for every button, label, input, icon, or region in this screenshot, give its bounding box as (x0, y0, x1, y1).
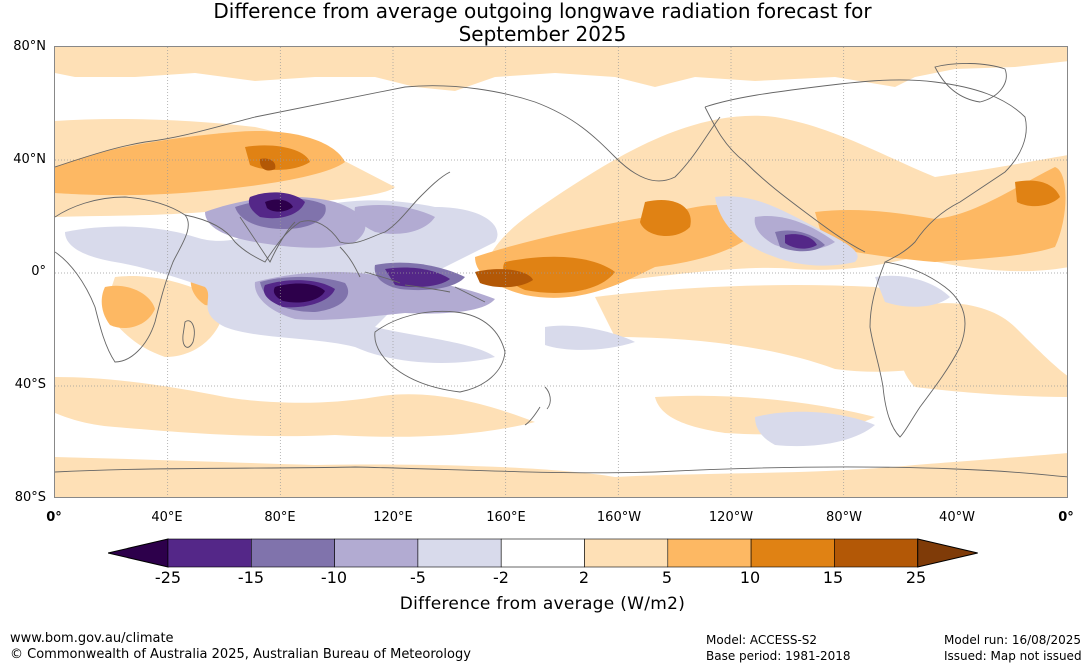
colorbar-extend-high (917, 538, 978, 568)
colorbar-tick: 25 (905, 568, 927, 587)
colorbar-tick: 15 (822, 568, 844, 587)
colorbar-tick: 10 (739, 568, 761, 587)
lat-label-80s: 80°S (14, 490, 46, 505)
colorbar-cell (417, 538, 502, 568)
footer-model-run: Model run: 16/08/2025 (944, 633, 1082, 647)
lat-label-40s: 40°S (14, 377, 46, 392)
lon-label-0-left: 0° (46, 510, 62, 525)
colorbar-extend-low (108, 538, 169, 568)
colorbar-cells (108, 538, 978, 568)
footer-issued: Issued: Map not issued (944, 649, 1082, 663)
colorbar-tick: 5 (661, 568, 673, 587)
lon-label-80e: 80°E (264, 510, 296, 525)
colorbar-tick: -15 (237, 568, 265, 587)
colorbar-cell (834, 538, 919, 568)
footer-model: Model: ACCESS-S2 (706, 633, 818, 647)
colorbar-tick: -5 (410, 568, 426, 587)
lon-label-0-right: 0° (1058, 510, 1074, 525)
colorbar-cell (584, 538, 669, 568)
coastlines (55, 63, 1067, 478)
colorbar-title: Difference from average (W/m2) (399, 594, 686, 614)
olr-anomaly-map (54, 46, 1068, 498)
lat-label-0: 0° (31, 264, 46, 279)
colorbar-cell (500, 538, 585, 568)
lon-label-120e: 120°E (373, 510, 413, 525)
colorbar-cell (251, 538, 335, 568)
map-gridlines (55, 47, 1067, 497)
lon-label-160e: 160°E (486, 510, 526, 525)
colorbar (108, 538, 978, 568)
anomaly-below-neg25-regions (265, 199, 325, 303)
colorbar-cell (750, 538, 835, 568)
lat-label-40n: 40°N (13, 152, 46, 167)
lon-label-40e: 40°E (151, 510, 183, 525)
colorbar-cell (667, 538, 752, 568)
colorbar-tick: 2 (578, 568, 590, 587)
footer-copyright: © Commonwealth of Australia 2025, Austra… (10, 647, 471, 662)
footer-website: www.bom.gov.au/climate (10, 631, 174, 646)
colorbar-tick: -25 (154, 568, 182, 587)
map-title-line2: September 2025 (458, 22, 627, 46)
lon-label-160w: 160°W (596, 510, 642, 525)
colorbar-cell (334, 538, 419, 568)
colorbar-tick: -2 (493, 568, 509, 587)
lat-label-80n: 80°N (13, 39, 46, 54)
lon-label-40w: 40°W (939, 510, 975, 525)
colorbar-tick: -10 (320, 568, 348, 587)
map-title: Difference from average outgoing longwav… (0, 0, 1085, 46)
footer-base-period: Base period: 1981-2018 (706, 649, 851, 663)
map-title-line1: Difference from average outgoing longwav… (213, 0, 872, 23)
colorbar-cell (167, 538, 252, 568)
map-canvas (55, 47, 1067, 497)
lon-label-120w: 120°W (708, 510, 754, 525)
lon-label-80w: 80°W (826, 510, 862, 525)
